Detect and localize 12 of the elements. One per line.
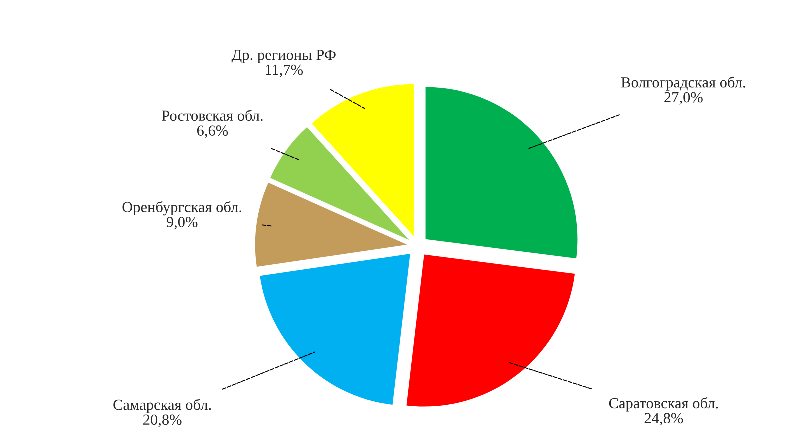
slice-label: Самарская обл.: [114, 399, 212, 414]
slice-label: Саратовская обл.: [609, 398, 718, 412]
data-label: 6,6%: [197, 126, 228, 138]
slice-label: Ростовская обл.: [162, 110, 263, 122]
data-label: 20,8%: [144, 414, 182, 428]
data-label: 27,0%: [664, 92, 703, 105]
data-label: 24,8%: [644, 413, 684, 426]
slice-label: Волгоградская обл.: [621, 76, 746, 91]
data-label: 9,0%: [166, 217, 198, 230]
slice-label: Оренбургская обл.: [122, 201, 242, 216]
data-label: 11,7%: [266, 64, 304, 78]
slice-label: Др. регионы РФ: [232, 50, 336, 64]
